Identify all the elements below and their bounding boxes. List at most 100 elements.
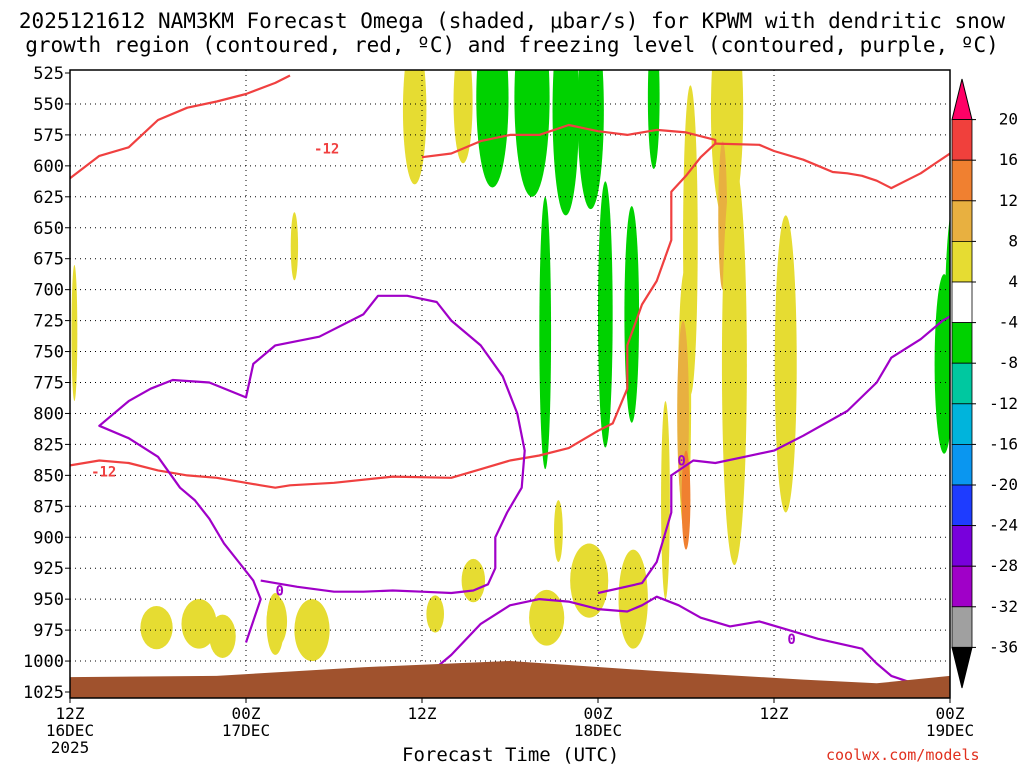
chart-title-line2: growth region (contoured, red, ºC) and f… [25, 33, 999, 57]
omega-shade [140, 605, 173, 650]
omega-shade [774, 215, 797, 513]
y-tick-label: 825 [33, 435, 64, 455]
omega-shade [402, 70, 427, 185]
y-tick-label: 925 [33, 559, 64, 579]
x-tick-label: 17DEC [222, 721, 270, 740]
x-tick-label: 18DEC [574, 721, 622, 740]
colorbar-label: -28 [989, 556, 1018, 575]
y-tick-label: 525 [33, 64, 64, 84]
y-tick-label: 775 [33, 374, 64, 394]
y-tick-label: 675 [33, 250, 64, 270]
y-tick-label: 900 [33, 528, 64, 548]
y-tick-label: 625 [33, 188, 64, 208]
omega-shade [71, 264, 78, 402]
contour-label-freezing-a: 0 [276, 583, 284, 599]
terrain-fill [70, 661, 950, 698]
colorbar-swatch [951, 484, 973, 526]
omega-shade [266, 592, 285, 655]
x-tick-label: 00Z [232, 704, 261, 723]
y-tick-label: 875 [33, 497, 64, 517]
y-tick-label: 1000 [23, 652, 64, 672]
omega-shade [529, 589, 565, 646]
colorbar-label: -24 [989, 516, 1018, 535]
colorbar-label: -4 [999, 313, 1018, 332]
colorbar-swatch [951, 403, 973, 445]
omega-shade [934, 274, 950, 454]
omega-shade [570, 543, 609, 618]
colorbar-label: 12 [999, 191, 1018, 210]
colorbar-label: 8 [1008, 231, 1018, 250]
contour-label-freezing-c: 0 [787, 632, 795, 648]
omega-shade [577, 70, 604, 210]
colorbar-swatch [951, 443, 973, 486]
colorbar-swatch [951, 565, 973, 608]
omega-shade [552, 70, 579, 216]
x-tick-label: 16DEC [46, 721, 94, 740]
y-tick-label: 700 [33, 281, 64, 301]
y-tick-label: 800 [33, 404, 64, 424]
contour-label-dgz-upper: -12 [314, 142, 339, 158]
y-tick-label: 750 [33, 343, 64, 363]
omega-shade [554, 500, 563, 563]
colorbar-swatch [951, 322, 973, 364]
omega-shade [181, 599, 217, 649]
plot-frame [69, 69, 951, 699]
omega-shade [539, 196, 552, 470]
colorbar-label: 4 [1008, 272, 1018, 291]
colorbar-swatch [951, 606, 973, 648]
colorbar-label: 20 [999, 110, 1018, 129]
omega-shade [944, 215, 950, 426]
x-tick-label: 12Z [56, 704, 85, 723]
x-tick-label: 00Z [936, 704, 965, 723]
x-tick-label: 12Z [408, 704, 437, 723]
freezing-level-contour-b [428, 595, 922, 687]
colorbar-swatch [951, 240, 973, 283]
colorbar-label: -12 [989, 394, 1018, 413]
omega-shade [476, 70, 509, 188]
omega-shade [661, 401, 670, 600]
x-tick-label: 00Z [584, 704, 613, 723]
x-axis-title: Forecast Time (UTC) [402, 744, 620, 766]
omega-shade [514, 70, 550, 197]
contour-label-dgz-lower: -12 [91, 465, 116, 481]
x-tick-label: 12Z [760, 704, 789, 723]
colorbar-swatch [951, 281, 973, 323]
x-tick-label: 2025 [51, 738, 90, 757]
y-tick-label: 650 [33, 219, 64, 239]
contour-label-freezing-b: 0 [677, 453, 685, 469]
omega-shade [426, 595, 445, 633]
freezing-level-contour-c [597, 315, 950, 595]
y-tick-label: 975 [33, 621, 64, 641]
y-tick-label: 1025 [23, 683, 64, 703]
colorbar-label: 16 [999, 150, 1018, 169]
omega-shade [598, 181, 613, 448]
x-tick-label: 19DEC [926, 721, 974, 740]
omega-shade [681, 450, 691, 550]
dgz-contour-lower [70, 123, 717, 489]
y-tick-label: 725 [33, 312, 64, 332]
y-tick-label: 575 [33, 126, 64, 146]
omega-shade [647, 70, 660, 169]
colorbar-arrow-top [951, 78, 973, 121]
omega-shade [209, 614, 236, 658]
omega-shade [975, 184, 996, 394]
freezing-level-contour-a [98, 294, 526, 643]
omega-shade [453, 70, 473, 164]
credit-text[interactable]: coolwx.com/models [826, 746, 980, 764]
omega-shade [290, 212, 299, 281]
colorbar-label: -20 [989, 475, 1018, 494]
y-tick-label: 600 [33, 157, 64, 177]
omega-shade [461, 558, 486, 603]
omega-shade [721, 162, 747, 566]
colorbar-swatch [951, 200, 973, 242]
omega-shade [294, 599, 330, 662]
colorbar-label: -36 [989, 637, 1018, 656]
dgz-contour-upper [70, 74, 291, 180]
colorbar-label: -16 [989, 434, 1018, 453]
colorbar-label: -8 [999, 353, 1018, 372]
dgz-contour-right [715, 142, 950, 190]
colorbar-swatch [951, 525, 973, 567]
colorbar-swatch [951, 362, 973, 405]
colorbar-label: -32 [989, 597, 1018, 616]
